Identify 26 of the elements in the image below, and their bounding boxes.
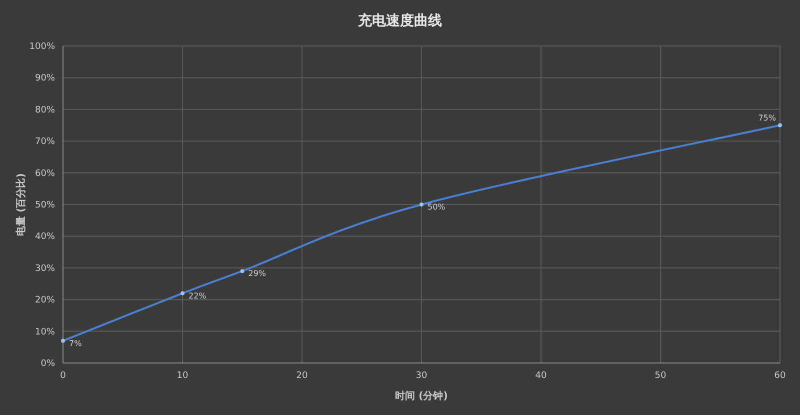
y-tick-label: 60%	[34, 168, 56, 179]
chart-title: 充电速度曲线	[357, 12, 442, 29]
y-tick-label: 100%	[29, 42, 56, 52]
y-axis-title: 电量 (百分比)	[15, 173, 27, 236]
x-tick-label: 60	[774, 371, 786, 381]
data-label: 22%	[188, 291, 207, 300]
x-tick-label: 10	[176, 371, 188, 381]
data-label: 75%	[758, 113, 776, 122]
x-tick-label: 0	[60, 371, 66, 381]
y-tick-label: 20%	[34, 296, 56, 306]
x-tick-label: 30	[416, 371, 428, 381]
y-tick-label: 70%	[34, 137, 56, 148]
y-tick-label: 0%	[40, 359, 56, 369]
data-label: 29%	[248, 269, 266, 278]
y-tick-label: 50%	[34, 200, 56, 210]
y-tick-label: 90%	[34, 74, 56, 84]
y-tick-label: 80%	[34, 105, 56, 116]
x-tick-label: 40	[535, 371, 547, 381]
x-tick-label: 50	[654, 371, 666, 381]
y-tick-label: 40%	[34, 232, 56, 242]
data-label: 50%	[428, 202, 446, 212]
y-tick-label: 30%	[34, 264, 56, 274]
x-tick-label: 20	[296, 371, 308, 381]
x-axis-title: 时间 (分钟)	[395, 390, 448, 402]
data-label: 7%	[69, 338, 82, 348]
y-tick-label: 10%	[34, 327, 56, 338]
